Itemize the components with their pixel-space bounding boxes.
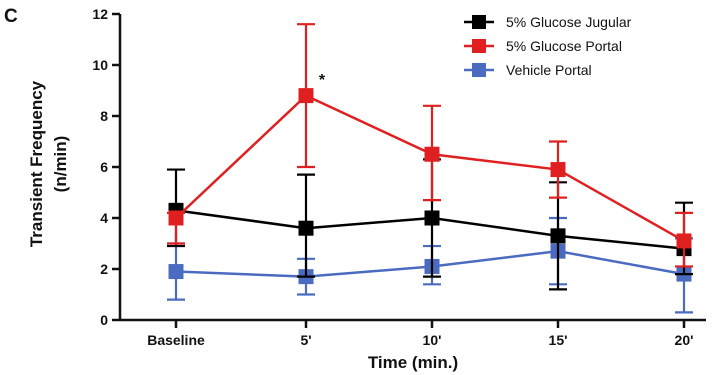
- legend-label-1: 5% Glucose Portal: [506, 38, 622, 54]
- point-1-2: [424, 146, 440, 162]
- y-tick-label-5: 10: [92, 57, 108, 73]
- y-tick-label-6: 12: [92, 6, 108, 22]
- point-1-0: [168, 210, 184, 226]
- point-1-3: [550, 162, 566, 178]
- legend-marker-1: [472, 39, 486, 53]
- legend-label-0: 5% Glucose Jugular: [506, 14, 632, 30]
- series-2: [167, 216, 693, 314]
- x-tick-label-2: 10': [423, 332, 442, 348]
- panel-label: C: [4, 6, 18, 27]
- y-tick-label-0: 0: [100, 312, 108, 328]
- series-1: [167, 23, 693, 268]
- point-1-4: [676, 233, 692, 249]
- y-axis-title-line-0: Transient Frequency: [27, 80, 46, 247]
- series-layer: *: [167, 23, 693, 314]
- x-tick-label-0: Baseline: [147, 332, 205, 348]
- y-tick-label-2: 4: [100, 210, 108, 226]
- point-0-1: [298, 220, 314, 236]
- point-1-1: [298, 88, 314, 104]
- point-0-3: [550, 228, 566, 244]
- y-tick-label-3: 6: [100, 159, 108, 175]
- x-tick-label-3: 15': [549, 332, 568, 348]
- y-tick-label-4: 8: [100, 108, 108, 124]
- legend-label-2: Vehicle Portal: [506, 62, 592, 78]
- y-axis-title-line-1: (n/min): [51, 136, 70, 193]
- point-0-2: [424, 210, 440, 226]
- x-tick-label-4: 20': [675, 332, 694, 348]
- significance-marker-0: *: [319, 72, 326, 89]
- x-tick-label-1: 5': [300, 332, 311, 348]
- legend-marker-0: [472, 15, 486, 29]
- legend-marker-2: [472, 63, 486, 77]
- y-tick-label-1: 2: [100, 261, 108, 277]
- point-2-0: [168, 264, 184, 280]
- axes: 0 2 4 6 8 10 12 Baseline 5' 10' 15' 20' Time (min.) T…: [27, 6, 706, 372]
- x-axis-title: Time (min.): [368, 353, 458, 372]
- legend: 5% Glucose Jugular 5% Glucose Portal Vehic…: [464, 14, 632, 78]
